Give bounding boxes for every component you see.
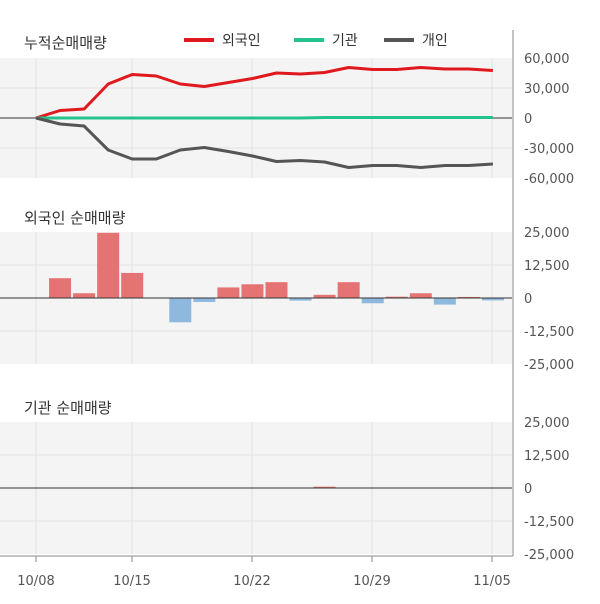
bar: [313, 294, 336, 298]
legend-label-institution: 기관: [332, 33, 358, 49]
legend-label-foreigner: 외국인: [222, 33, 261, 49]
bar: [457, 296, 480, 298]
y-tick-label: -12,500: [524, 515, 574, 530]
bar: [433, 298, 456, 305]
bar: [481, 298, 504, 301]
x-tick-label: 10/08: [17, 574, 54, 589]
bar: [97, 232, 120, 298]
bar: [337, 282, 360, 298]
y-tick-label: 60,000: [524, 52, 570, 67]
series-line-2: [36, 116, 493, 120]
y-tick-label: 25,000: [524, 226, 570, 241]
y-tick-label: 30,000: [524, 82, 570, 97]
bar: [217, 287, 240, 298]
bar: [169, 298, 192, 323]
y-tick-label: 12,500: [524, 449, 570, 464]
bar: [313, 486, 336, 488]
panel-1-title: 누적순매매량: [24, 34, 107, 52]
bar: [193, 298, 216, 302]
bar: [289, 298, 312, 301]
series-line-1: [35, 66, 493, 120]
legend: 외국인 기관 개인: [184, 33, 448, 49]
panel-3-title: 기관 순매매량: [24, 399, 112, 417]
y-tick-label: 0: [524, 112, 532, 127]
bar: [385, 296, 408, 298]
x-tick-label: 10/29: [353, 574, 390, 589]
legend-label-individual: 개인: [422, 33, 448, 49]
chart-panels: 60,000 30,000 0 -30,000 -60,000 25,000 12,500 0…: [0, 30, 574, 589]
bar: [265, 282, 288, 298]
y-tick-label: 0: [524, 482, 532, 497]
y-tick-label: -12,500: [524, 325, 574, 340]
bar: [241, 284, 264, 298]
series-line-3: [35, 116, 493, 169]
x-tick-label: 10/15: [113, 574, 150, 589]
y-tick-label: 0: [524, 292, 532, 307]
y-tick-label: 12,500: [524, 259, 570, 274]
bar: [409, 293, 432, 298]
y-tick-label: -60,000: [524, 172, 574, 187]
bar: [361, 298, 384, 304]
x-tick-label: 11/05: [473, 574, 510, 589]
bar: [73, 293, 96, 298]
x-tick-label: 10/22: [233, 574, 270, 589]
bar: [121, 272, 144, 298]
y-tick-label: 25,000: [524, 416, 570, 431]
bar: [49, 278, 72, 298]
y-tick-label: -30,000: [524, 142, 574, 157]
y-tick-label: -25,000: [524, 548, 574, 563]
panel-2-title: 외국인 순매매량: [24, 209, 126, 227]
y-tick-label: -25,000: [524, 358, 574, 373]
